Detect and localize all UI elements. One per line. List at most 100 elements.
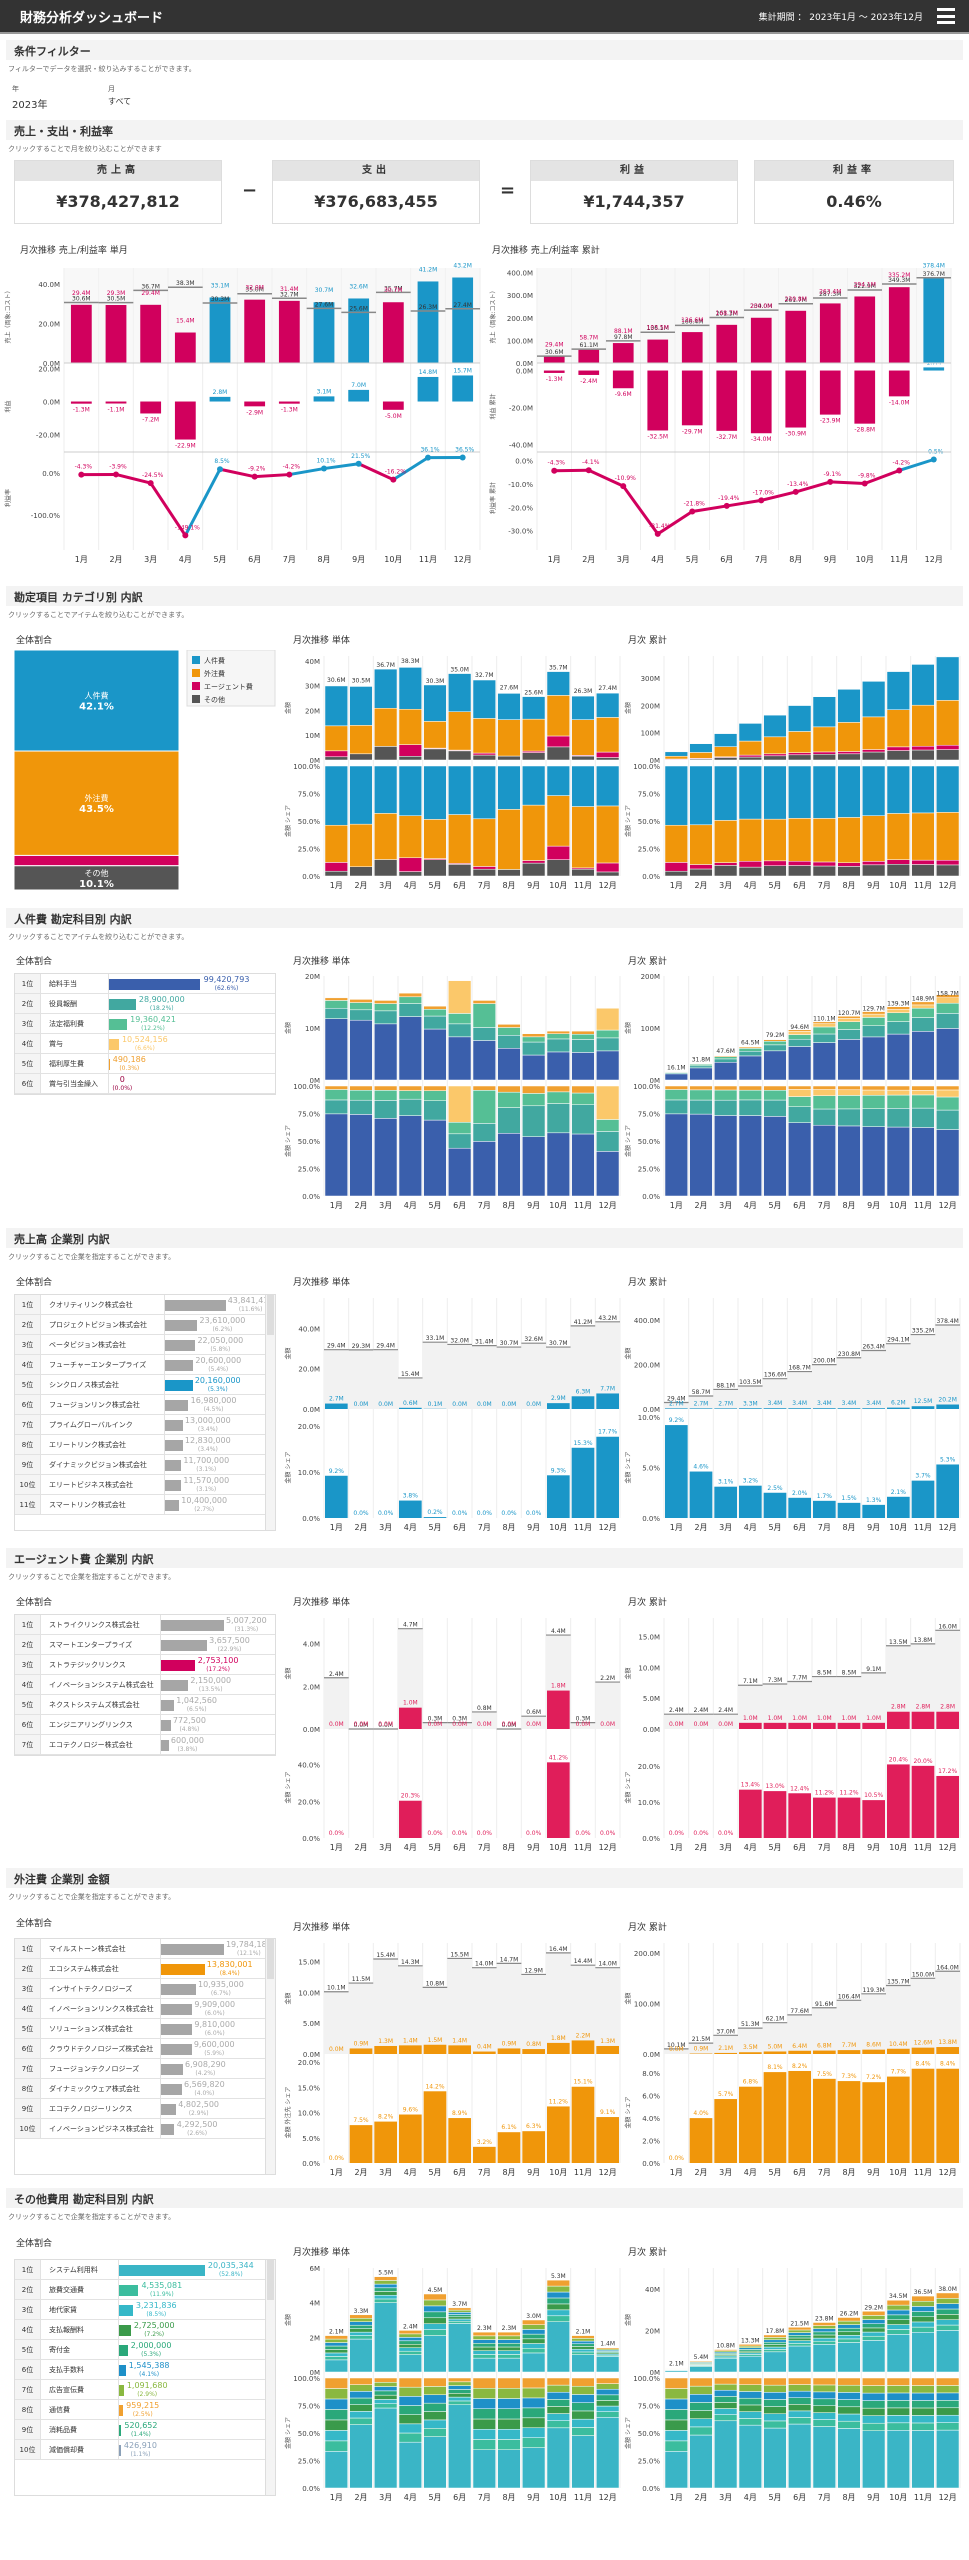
total-label: 16.4M <box>549 1946 568 1953</box>
table-row[interactable]: 7位 プライムグローバルインク 13,000,000 (3.4%) <box>15 1415 275 1435</box>
year-filter[interactable]: 年 2023年 <box>12 84 47 111</box>
scrollbar[interactable] <box>265 1295 275 1530</box>
table-row[interactable]: 5位 寄付金 2,000,000 (5.3%) <box>15 2340 275 2360</box>
table-row[interactable]: 3位 ストラテジックリンクス 2,753,100 (17.2%) <box>15 1655 275 1675</box>
scrollbar-thumb[interactable] <box>267 1939 274 1979</box>
table-row[interactable]: 2位 エコシステム株式会社 13,830,001 (8.4%) <box>15 1959 275 1979</box>
x-tick-label: 11月 <box>574 2493 592 2502</box>
kpi-label: 支出 <box>273 161 479 181</box>
year-select[interactable]: 2023年 <box>12 100 48 111</box>
table-row[interactable]: 4位 イノベーションリンクス株式会社 9,909,000 (6.0%) <box>15 1999 275 2019</box>
table-row[interactable]: 4位 賞与 10,524,156 (6.6%) <box>15 1034 275 1054</box>
sales-ranking-table[interactable]: 1位 クオリティリンク株式会社 43,841,412 (11.6%) 2位 プロジェクトビ… <box>14 1294 276 1531</box>
pl-cumulative-chart[interactable]: 1月 2月 3月 4月 5月 6月 7月 8月 9月 10月 11月 12月売上（両象:コスト）利益 … <box>485 258 969 563</box>
outsourcing-ranking-table[interactable]: 1位 マイルストーン株式会社 19,784,180 (12.1%) 2位 エコシステム株式… <box>14 1938 276 2175</box>
value-bar <box>739 2052 762 2054</box>
table-row[interactable]: 6位 フュージョンリンク株式会社 16,980,000 (4.5%) <box>15 1395 275 1415</box>
table-row[interactable]: 6位 エンジニアリングリンクス 772,500 (4.8%) <box>15 1715 275 1735</box>
share-label: 4.0% <box>693 2110 709 2117</box>
table-row[interactable]: 9位 消耗品費 520,652 (1.4%) <box>15 2420 275 2440</box>
table-row[interactable]: 9位 ダイナミックビジョン株式会社 11,700,000 (3.1%) <box>15 1455 275 1475</box>
table-row[interactable]: 1位 クオリティリンク株式会社 43,841,412 (11.6%) <box>15 1295 275 1315</box>
table-row[interactable]: 11位 スマートリンク株式会社 10,400,000 (2.7%) <box>15 1495 275 1515</box>
table-row[interactable]: 7位 エコテクノロジー株式会社 600,000 (3.8%) <box>15 1735 275 1755</box>
share-bar <box>739 1789 762 1838</box>
table-row[interactable]: 5位 ネクストシステムズ株式会社 1,042,560 (6.5%) <box>15 1695 275 1715</box>
table-row[interactable]: 3位 地代家賃 3,231,836 (8.5%) <box>15 2300 275 2320</box>
share-segment <box>714 820 738 863</box>
table-row[interactable]: 8位 エリートリンク株式会社 12,830,000 (3.4%) <box>15 1435 275 1455</box>
table-row[interactable]: 4位 イノベーションシステム株式会社 2,150,000 (13.5%) <box>15 1675 275 1695</box>
table-row[interactable]: 4位 フューチャーエンタープライズ 20,600,000 (5.4%) <box>15 1355 275 1375</box>
month-filter[interactable]: 月すべて <box>108 84 131 107</box>
pl-monthly-chart[interactable]: 1月 2月 3月 4月 5月 6月 7月 8月 9月 10月 11月 12月売上（両象:コスト）利益利… <box>0 258 485 563</box>
stack-segment <box>398 992 422 998</box>
table-row[interactable]: 1位 システム利用料 20,035,344 (52.8%) <box>15 2260 275 2280</box>
value-label: 11,570,000 (3.1%) <box>183 1476 230 1493</box>
other-ranking-table[interactable]: 1位 システム利用料 20,035,344 (52.8%) 2位 旅費交通費 4,535,0… <box>14 2259 276 2496</box>
table-row[interactable]: 6位 支払手数料 1,545,388 (4.1%) <box>15 2360 275 2380</box>
x-tick-label: 5月 <box>768 2493 781 2502</box>
x-tick-label: 8月 <box>502 1843 515 1852</box>
month-select[interactable]: すべて <box>108 97 132 106</box>
table-row[interactable]: 5位 シンクロノス株式会社 20,160,000 (5.3%) <box>15 1375 275 1395</box>
scrollbar[interactable] <box>265 2260 275 2495</box>
kpi-profit[interactable]: 利益 ¥1,744,357 <box>530 160 738 224</box>
kpi-sales[interactable]: 売上高 ¥378,427,812 <box>14 160 222 224</box>
hamburger-icon[interactable] <box>937 8 955 24</box>
stack-segment <box>936 2330 960 2373</box>
scrollbar-thumb[interactable] <box>267 1295 274 1335</box>
stack-segment <box>886 2299 910 2306</box>
x-tick-label: 8月 <box>502 1201 515 1210</box>
table-row[interactable]: 3位 法定福利費 19,360,421 (12.2%) <box>15 1014 275 1034</box>
kpi-margin[interactable]: 利益率 0.46% <box>754 160 954 224</box>
scrollbar-thumb[interactable] <box>267 2260 274 2300</box>
table-row[interactable]: 6位 賞与引当金繰入 0 (0.0%) <box>15 1074 275 1094</box>
table-row[interactable]: 7位 フュージョンテクノロジーズ 6,908,290 (4.2%) <box>15 2059 275 2079</box>
x-tick-label: 10月 <box>889 1201 907 1210</box>
table-row[interactable]: 5位 福利厚生費 490,186 (0.3%) <box>15 1054 275 1074</box>
table-row[interactable]: 5位 ソリューションズ株式会社 9,810,000 (6.0%) <box>15 2019 275 2039</box>
table-row[interactable]: 9位 エコテクノロジーリンクス 4,802,500 (2.9%) <box>15 2099 275 2119</box>
table-row[interactable]: 3位 ベータビジョン株式会社 22,050,000 (5.8%) <box>15 1335 275 1355</box>
table-row[interactable]: 1位 ストライクリンクス株式会社 5,007,200 (31.3%) <box>15 1615 275 1635</box>
scrollbar[interactable] <box>265 1939 275 2174</box>
table-row[interactable]: 10位 減価償却費 426,910 (1.1%) <box>15 2440 275 2460</box>
table-row[interactable]: 10位 エリートビジネス株式会社 11,570,000 (3.1%) <box>15 1475 275 1495</box>
table-row[interactable]: 6位 クラウドテクノロジーズ株式会社 9,600,000 (5.9%) <box>15 2039 275 2059</box>
table-row[interactable]: 1位 マイルストーン株式会社 19,784,180 (12.1%) <box>15 1939 275 1959</box>
summary-title: 売上・支出・利益率 <box>6 120 963 140</box>
table-row[interactable]: 2位 役員報酬 28,900,000 (18.2%) <box>15 994 275 1014</box>
table-row[interactable]: 4位 支払報酬料 2,725,000 (7.2%) <box>15 2320 275 2340</box>
table-row[interactable]: 1位 給料手当 99,420,793 (62.6%) <box>15 974 275 994</box>
personnel-ranking-table[interactable]: 1位 給料手当 99,420,793 (62.6%) 2位 役員報酬 28,900,000(… <box>14 973 276 1095</box>
table-row[interactable]: 8位 ダイナミックウェア株式会社 6,569,820 (4.0%) <box>15 2079 275 2099</box>
total-label: 148.9M <box>912 996 934 1003</box>
table-row[interactable]: 3位 インサイトテクノロジーズ 10,935,000 (6.7%) <box>15 1979 275 1999</box>
table-row[interactable]: 7位 広告宣伝費 1,091,680 (2.9%) <box>15 2380 275 2400</box>
share-segment <box>714 1099 738 1116</box>
table-row[interactable]: 2位 スマートエンタープライズ 3,657,500 (22.9%) <box>15 1635 275 1655</box>
table-row[interactable]: 10位 イノベーションビジネス株式会社 4,292,500 (2.6%) <box>15 2119 275 2139</box>
share-bar <box>936 1464 959 1518</box>
share-segment <box>788 1122 812 1197</box>
table-row[interactable]: 2位 旅費交通費 4,535,081 (11.9%) <box>15 2280 275 2300</box>
table-row[interactable]: 2位 プロジェクトビジョン株式会社 23,610,000 (6.2%) <box>15 1315 275 1335</box>
kpi-expense[interactable]: 支出 ¥376,683,455 <box>272 160 480 224</box>
agent-ranking-table[interactable]: 1位 ストライクリンクス株式会社 5,007,200 (31.3%) 2位 スマートエンタ… <box>14 1614 276 1756</box>
rank: 1位 <box>15 2260 41 2279</box>
table-row[interactable]: 8位 通信費 959,215 (2.5%) <box>15 2400 275 2420</box>
